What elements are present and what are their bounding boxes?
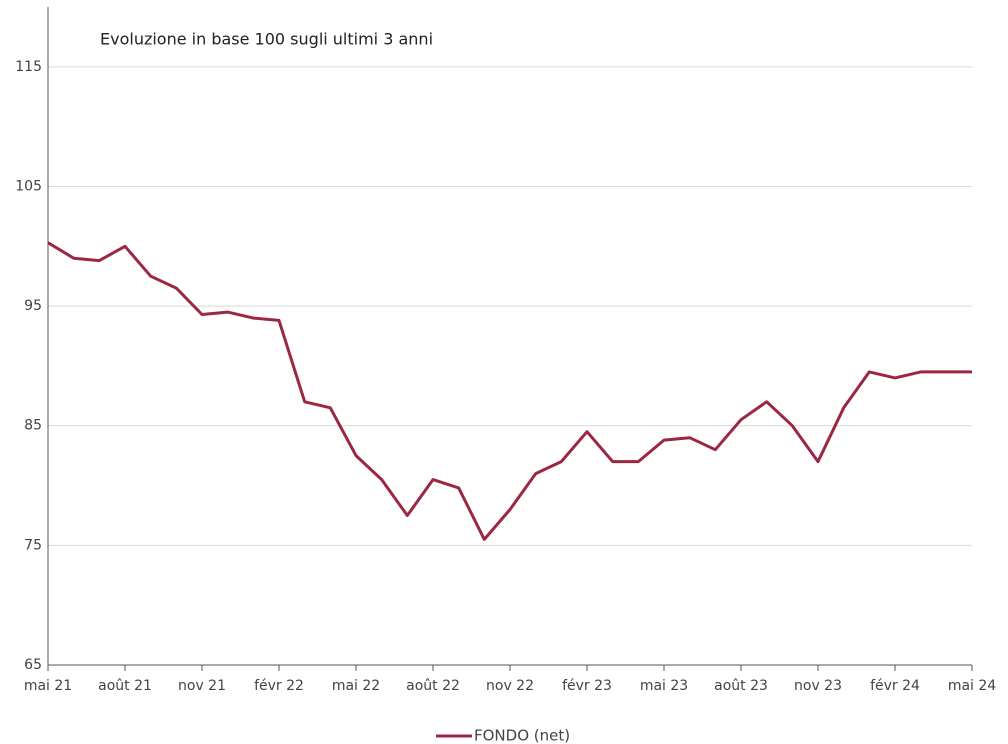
- x-tick-label: févr 24: [870, 678, 920, 694]
- x-tick-label: nov 22: [486, 678, 534, 694]
- x-tick-label: févr 23: [562, 678, 612, 694]
- y-tick-label: 105: [15, 178, 42, 194]
- x-tick-label: févr 22: [254, 678, 304, 694]
- x-tick-label: nov 23: [794, 678, 842, 694]
- y-tick-label: 85: [24, 418, 42, 434]
- x-tick-label: mai 21: [24, 678, 72, 694]
- y-tick-label: 75: [24, 537, 42, 553]
- x-tick-label: nov 21: [178, 678, 226, 694]
- x-tick-label: août 21: [98, 678, 152, 694]
- x-tick-label: mai 23: [640, 678, 688, 694]
- y-tick-label: 95: [24, 298, 42, 314]
- y-tick-label: 65: [24, 657, 42, 673]
- x-tick-label: mai 22: [332, 678, 380, 694]
- y-tick-label: 115: [15, 59, 42, 75]
- x-tick-label: août 22: [406, 678, 460, 694]
- chart-title: Evoluzione in base 100 sugli ultimi 3 an…: [100, 30, 433, 49]
- x-tick-label: mai 24: [948, 678, 996, 694]
- series-line: [47, 241, 972, 541]
- x-tick-label: août 23: [714, 678, 768, 694]
- legend-label: FONDO (net): [474, 727, 570, 744]
